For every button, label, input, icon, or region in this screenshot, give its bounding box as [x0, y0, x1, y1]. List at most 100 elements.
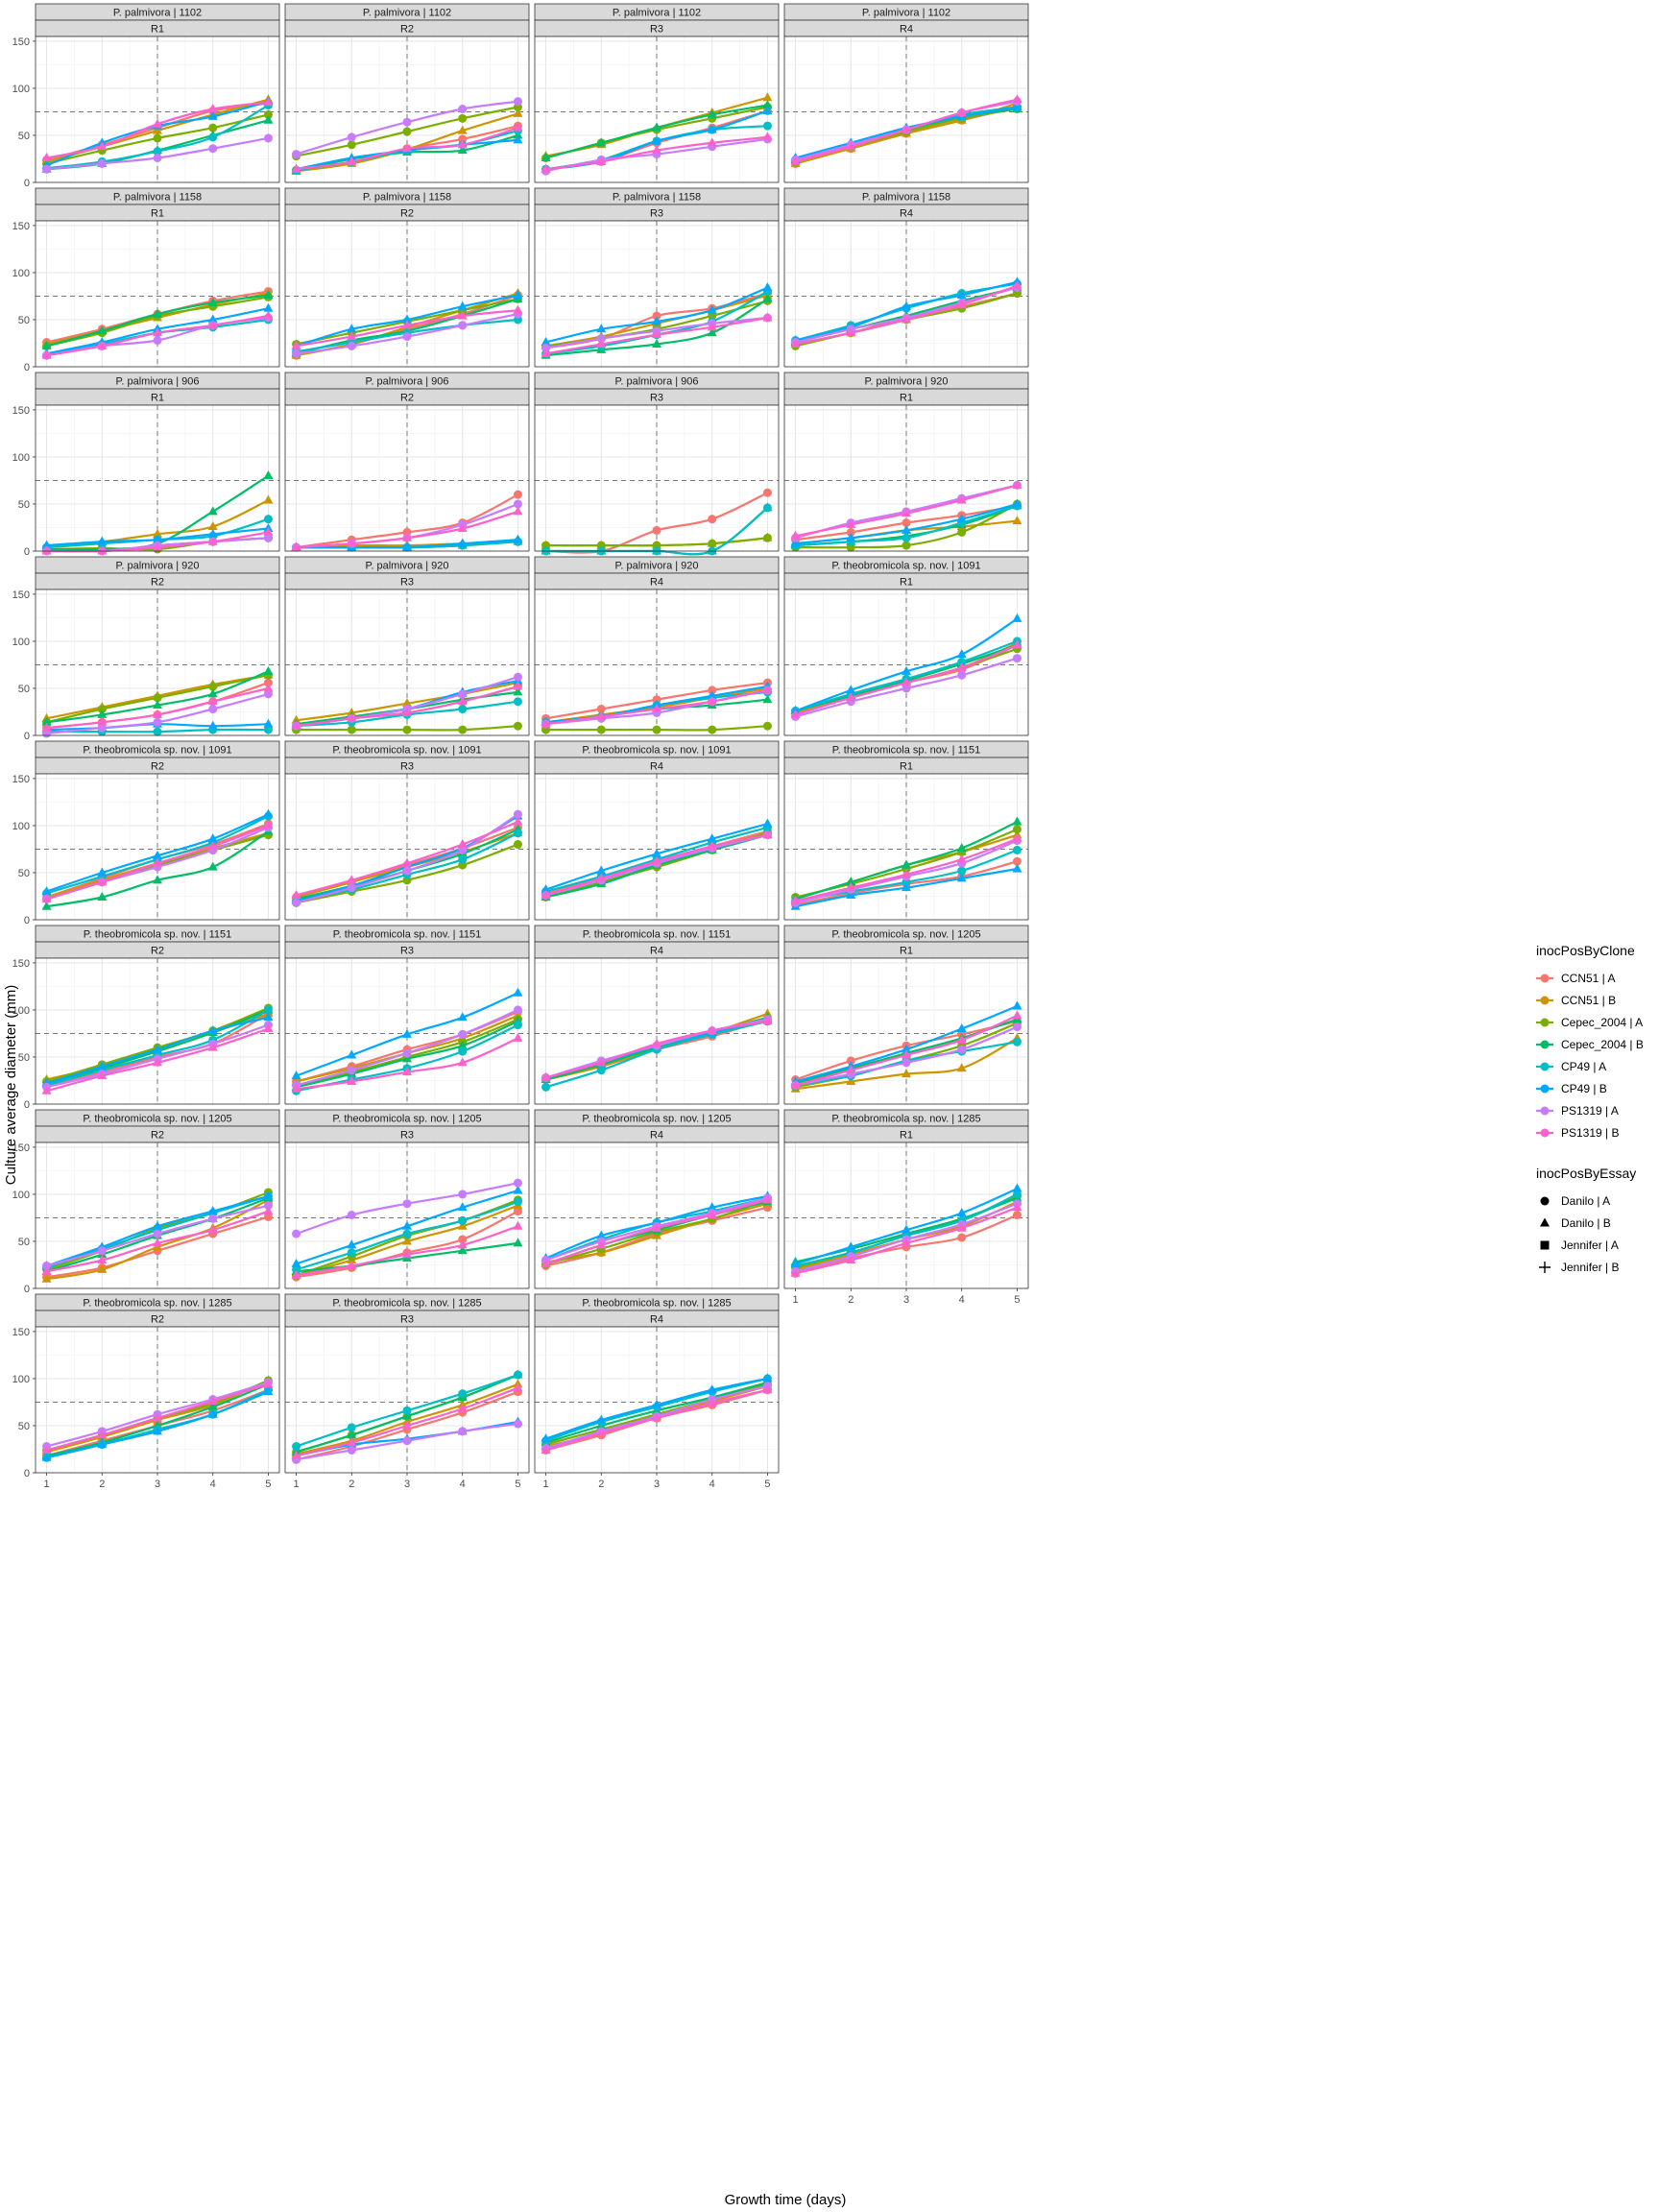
data-point [97, 536, 108, 545]
facet-strip-label: P. theobromicola sp. nov. | 1091 [582, 745, 731, 757]
facet-panel: P. palmivora | 920 R3 [284, 556, 530, 736]
data-point [153, 541, 162, 551]
data-point [263, 533, 273, 542]
legend-key-point [1540, 1106, 1550, 1116]
data-point [263, 114, 274, 124]
y-tick-label: 150 [12, 36, 30, 48]
facet-rep-label: R2 [151, 946, 164, 957]
panel-border [35, 220, 280, 368]
data-point [402, 1436, 412, 1446]
x-tick-label: 4 [709, 1479, 715, 1490]
data-point [902, 508, 911, 517]
data-point [956, 854, 967, 863]
data-point [541, 1072, 551, 1082]
facet-panel: P. palmivora | 1102 R2 [284, 3, 530, 183]
data-point [207, 536, 218, 545]
data-point [790, 538, 801, 547]
data-point [707, 1384, 717, 1394]
data-point [902, 124, 911, 133]
facet-panel: P. theobromicola sp. nov. | 1151 R3 [284, 925, 530, 1105]
data-point [402, 866, 412, 876]
data-point [263, 678, 273, 687]
data-point [153, 875, 162, 884]
data-point [41, 893, 52, 902]
data-point [956, 107, 967, 116]
data-point [541, 1433, 551, 1443]
data-point [541, 884, 551, 894]
data-point [956, 873, 967, 882]
data-point [97, 1255, 108, 1264]
data-point [707, 124, 717, 133]
panel-border [783, 36, 1029, 183]
data-point [707, 1210, 717, 1219]
data-point [458, 845, 468, 854]
data-point [762, 100, 773, 109]
data-point [402, 320, 412, 329]
data-point [153, 1044, 162, 1053]
data-point [347, 341, 356, 350]
facet-panel: P. theobromicola sp. nov. | 1091 R2 0 50 100… [12, 740, 280, 926]
data-point [541, 343, 551, 352]
data-point [902, 859, 911, 869]
facet-rep-label: R4 [650, 1314, 663, 1326]
data-point [902, 1044, 911, 1053]
data-point [790, 709, 801, 718]
data-point [762, 1194, 773, 1204]
data-point [402, 1249, 412, 1259]
data-point [263, 1201, 273, 1211]
data-point [402, 857, 412, 867]
data-point [956, 1023, 967, 1033]
data-point [207, 841, 218, 851]
data-point [263, 718, 274, 728]
panel-border [783, 404, 1029, 552]
data-point [207, 1408, 218, 1418]
data-point [97, 325, 108, 335]
facet-strip-label: P. theobromicola sp. nov. | 1285 [831, 1114, 980, 1125]
y-tick-label: 50 [18, 131, 30, 142]
facet-strip-label: P. theobromicola sp. nov. | 1091 [831, 561, 980, 572]
data-point [513, 490, 522, 499]
facet-panel: P. palmivora | 1102 R4 [783, 3, 1029, 183]
x-tick-label: 5 [265, 1479, 271, 1490]
legend-key-point [1540, 974, 1550, 983]
facet-strip-label: P. theobromicola sp. nov. | 1151 [84, 929, 232, 941]
legend-title-clone: inocPosByClone [1536, 943, 1635, 958]
data-point [153, 1412, 162, 1422]
data-point [596, 865, 607, 875]
facet-rep-label: R1 [900, 393, 913, 404]
data-point [790, 895, 801, 904]
data-point [153, 528, 162, 538]
y-tick-label: 0 [24, 546, 30, 558]
facet-strip-label: P. palmivora | 920 [365, 561, 448, 572]
data-point [956, 1034, 967, 1044]
data-point [762, 312, 773, 322]
facet-panel: P. theobromicola sp. nov. | 1151 R4 [534, 925, 780, 1105]
data-point [513, 1032, 523, 1042]
data-point [957, 1045, 967, 1054]
facet-strip-label: P. palmivora | 906 [365, 376, 448, 388]
data-point [513, 289, 523, 299]
y-tick-label: 150 [12, 958, 30, 970]
legend-key-point [1540, 1040, 1550, 1049]
data-point [846, 1255, 856, 1264]
data-point [41, 901, 52, 910]
data-point [458, 1190, 468, 1199]
data-point [513, 134, 523, 144]
data-point [207, 696, 218, 706]
data-point [541, 1082, 551, 1092]
facet-strip-label: P. palmivora | 1158 [613, 192, 701, 204]
data-point [207, 833, 218, 843]
data-point [1012, 613, 1022, 622]
data-point [1012, 1202, 1022, 1212]
facet-panel: P. theobromicola sp. nov. | 1285 R2 0 50 100… [12, 1293, 280, 1490]
data-point [457, 522, 468, 532]
facet-panel: P. theobromicola sp. nov. | 1285 R3 1 2 3 4 5 [284, 1293, 530, 1490]
data-point [97, 709, 108, 718]
data-point [153, 700, 162, 709]
data-point [790, 1267, 801, 1277]
data-point [457, 145, 468, 155]
data-point [292, 1442, 301, 1452]
data-point [457, 538, 468, 547]
data-point [153, 154, 162, 163]
facet-rep-label: R1 [151, 24, 164, 36]
